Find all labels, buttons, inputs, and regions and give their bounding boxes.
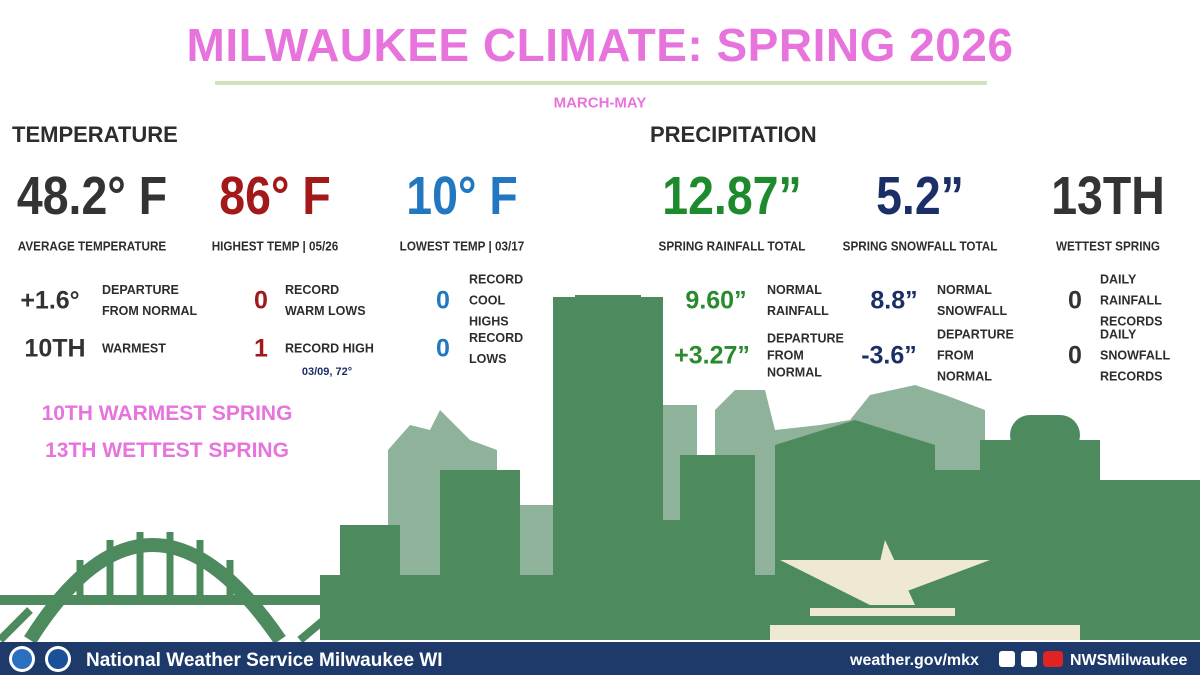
title-rule bbox=[215, 81, 987, 85]
detail-label: DEPARTURE FROM NORMAL bbox=[102, 283, 198, 318]
detail-value: 8.8” bbox=[870, 286, 918, 315]
detail-value: +1.6° bbox=[20, 286, 80, 315]
detail-value: -3.6” bbox=[861, 341, 917, 370]
stat-label: WETTEST SPRING bbox=[1055, 238, 1161, 254]
stat-value: 48.2° F bbox=[16, 166, 168, 226]
detail-value: 0 bbox=[1068, 286, 1082, 315]
stat-label: SPRING SNOWFALL TOTAL bbox=[842, 238, 998, 254]
detail-label: NORMAL SNOWFALL bbox=[937, 283, 1008, 318]
detail-value: 0 bbox=[1068, 341, 1082, 370]
title: MILWAUKEE CLIMATE: SPRING 2026 bbox=[186, 19, 1014, 71]
stat-value: 13TH bbox=[1051, 166, 1165, 226]
detail-label: DEPARTURE FROM NORMAL bbox=[937, 327, 1014, 384]
bridge bbox=[0, 532, 333, 644]
detail-value: 10TH bbox=[24, 334, 86, 363]
stat-value: 86° F bbox=[219, 166, 331, 226]
stat-label: LOWEST TEMP | 03/17 bbox=[399, 238, 525, 254]
detail-label: DAILY SNOWFALL RECORDS bbox=[1100, 327, 1170, 384]
section-heading: PRECIPITATION bbox=[650, 122, 817, 147]
detail-label: RECORD COOL HIGHS bbox=[469, 272, 524, 329]
detail-label: DAILY RAINFALL RECORDS bbox=[1100, 272, 1163, 329]
detail-label: RECORD HIGH bbox=[285, 341, 374, 356]
detail-value: 1 bbox=[254, 334, 268, 363]
detail-label: DEPARTURE FROM NORMAL bbox=[767, 331, 844, 380]
detail-note: 03/09, 72° bbox=[301, 366, 353, 378]
detail-value: +3.27” bbox=[674, 341, 750, 370]
art-museum bbox=[770, 540, 1080, 640]
footer-social[interactable]: NWSMilwaukee bbox=[1070, 652, 1188, 669]
detail-value: 0 bbox=[436, 286, 450, 315]
subtitle: MARCH-MAY bbox=[553, 94, 647, 112]
stat-label: AVERAGE TEMPERATURE bbox=[17, 238, 167, 254]
stat-label: HIGHEST TEMP | 05/26 bbox=[211, 238, 339, 254]
youtube-icon bbox=[1043, 651, 1063, 667]
detail-label: WARMEST bbox=[102, 341, 166, 356]
stat-value: 10° F bbox=[406, 166, 518, 226]
stat-label: SPRING RAINFALL TOTAL bbox=[658, 238, 806, 254]
highlight: 10TH WARMEST SPRING bbox=[41, 402, 293, 425]
detail-label: RECORD WARM LOWS bbox=[285, 283, 366, 318]
stat-value: 12.87” bbox=[662, 166, 802, 226]
detail-value: 0 bbox=[436, 334, 450, 363]
noaa-logo-inner bbox=[12, 649, 32, 669]
footer-website[interactable]: weather.gov/mkx bbox=[850, 652, 979, 669]
foreground-buildings bbox=[320, 295, 1200, 640]
detail-value: 9.60” bbox=[685, 286, 747, 315]
footer-office: National Weather Service Milwaukee WI bbox=[86, 650, 443, 671]
stat-value: 5.2” bbox=[876, 166, 964, 226]
nws-logo-inner bbox=[48, 649, 68, 669]
detail-label: NORMAL RAINFALL bbox=[767, 283, 829, 318]
x-icon bbox=[1021, 651, 1037, 667]
highlight: 13TH WETTEST SPRING bbox=[45, 439, 289, 462]
section-heading: TEMPERATURE bbox=[12, 122, 178, 147]
detail-label: RECORD LOWS bbox=[469, 331, 524, 366]
detail-value: 0 bbox=[254, 286, 268, 315]
facebook-icon bbox=[999, 651, 1015, 667]
